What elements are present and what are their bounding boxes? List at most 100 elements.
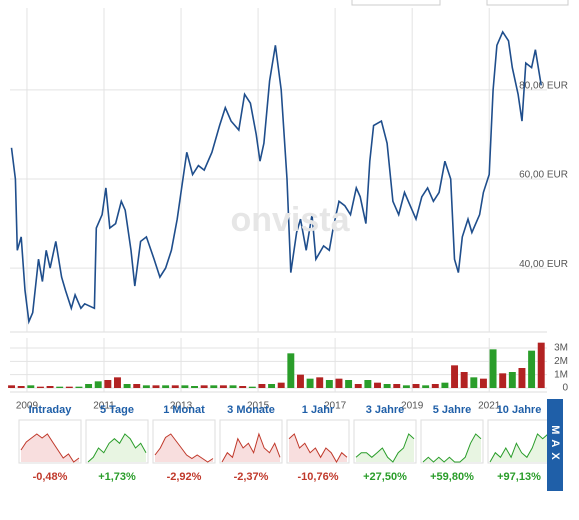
volume-bar — [470, 377, 478, 388]
y-tick-label: 80,00 EUR — [519, 80, 568, 91]
volume-bar — [287, 353, 295, 388]
volume-bar — [335, 378, 343, 388]
period-change: +59,80% — [430, 471, 474, 483]
period-tile[interactable]: +59,80% 5 Jahre — [420, 404, 484, 483]
max-label[interactable]: MAX — [549, 425, 561, 464]
period-label: Intraday — [29, 404, 73, 416]
volume-bar — [508, 372, 516, 388]
volume-bar — [162, 385, 170, 388]
period-tile[interactable]: -10,76% 1 Jahr — [286, 404, 350, 483]
y-tick-label: 40,00 EUR — [519, 259, 568, 270]
volume-bar — [17, 386, 25, 388]
volume-bar — [479, 378, 487, 388]
volume-bar — [75, 386, 83, 388]
volume-bar — [94, 381, 102, 388]
period-tile[interactable]: -2,37% 3 Monate — [219, 404, 283, 483]
max-button-bg[interactable] — [547, 399, 563, 491]
volume-bar — [268, 384, 276, 388]
volume-bar — [258, 384, 266, 388]
volume-bar — [27, 385, 35, 388]
period-change: +27,50% — [363, 471, 407, 483]
y-tick-label: 3M — [554, 343, 568, 354]
volume-bar — [171, 385, 179, 388]
sparkline — [20, 433, 80, 463]
volume-bar — [306, 378, 314, 388]
sparkline — [154, 433, 214, 463]
top-button[interactable] — [486, 0, 569, 6]
max-button[interactable]: MAX — [547, 399, 563, 491]
volume-bar — [528, 350, 536, 388]
volume-bar — [296, 374, 304, 388]
period-label: 10 Jahre — [497, 404, 542, 416]
period-label: 5 Tage — [100, 404, 134, 416]
volume-bar — [325, 380, 333, 388]
volume-bar — [499, 373, 507, 388]
volume-bar — [364, 380, 372, 388]
x-tick-label: 2011 — [93, 401, 115, 412]
volume-bar — [239, 386, 247, 388]
sparkline — [87, 433, 147, 463]
sparkline — [422, 433, 482, 463]
period-change: -2,37% — [234, 471, 269, 483]
period-change: +97,13% — [497, 471, 541, 483]
period-change: -2,92% — [167, 471, 202, 483]
volume-bar — [402, 385, 410, 388]
volume-bar — [489, 349, 497, 388]
volume-bar — [8, 385, 16, 388]
volume-bar — [181, 385, 189, 388]
period-tile[interactable]: +27,50% 3 Jahre — [353, 404, 417, 483]
x-tick-label: 2019 — [401, 401, 424, 412]
volume-bar — [123, 384, 131, 388]
sparkline-area — [155, 434, 213, 462]
volume-bar — [374, 382, 381, 388]
volume-bar — [345, 380, 353, 388]
sparkline-area — [356, 434, 414, 462]
period-tile[interactable]: -0,48% Intraday — [18, 404, 82, 483]
period-change: +1,73% — [98, 471, 136, 483]
volume-bar — [104, 380, 112, 388]
x-tick-label: 2015 — [247, 401, 270, 412]
volume-bar — [393, 384, 401, 388]
volume-bar — [537, 342, 545, 388]
period-change: -10,76% — [298, 471, 339, 483]
y-tick-label: 1M — [554, 369, 568, 380]
y-tick-label: 60,00 EUR — [519, 170, 568, 181]
volume-bar — [316, 377, 324, 388]
volume-bar — [229, 385, 237, 388]
period-label: 1 Monat — [163, 404, 205, 416]
volume-bar — [518, 368, 526, 388]
y-tick-label: 0 — [562, 383, 568, 394]
volume-bar — [85, 384, 93, 388]
volume-bar — [383, 384, 391, 388]
volume-bar — [142, 385, 150, 388]
period-label: 1 Jahr — [302, 404, 335, 416]
volume-bar — [65, 386, 73, 388]
volume-bar — [36, 386, 44, 388]
volume-bar — [210, 385, 218, 388]
volume-bar — [46, 386, 54, 388]
x-tick-label: 2017 — [324, 401, 347, 412]
period-tile[interactable]: +97,13% 10 Jahre — [487, 404, 551, 483]
x-tick-label: 2021 — [478, 401, 501, 412]
volume-bar — [56, 386, 64, 388]
volume-bar — [277, 382, 285, 388]
sparkline — [355, 433, 415, 463]
top-button[interactable] — [351, 0, 441, 6]
sparkline-area — [21, 434, 79, 462]
volume-bar — [219, 385, 227, 388]
watermark: onvista — [230, 201, 350, 239]
price-line — [10, 30, 542, 325]
period-label: 3 Jahre — [366, 404, 405, 416]
sparkline — [288, 433, 348, 464]
volume-bar — [133, 384, 141, 388]
volume-bar — [422, 385, 430, 388]
volume-bar — [114, 377, 121, 388]
period-tile[interactable]: +1,73% 5 Tage — [85, 404, 149, 483]
volume-bar — [248, 386, 256, 388]
plot-layer: 40,00 EUR 60,00 EUR 80,00 EUR 0 1M 2M 3M 2009 20… — [8, 8, 568, 412]
volume-bar — [191, 386, 198, 388]
period-label: 5 Jahre — [433, 404, 472, 416]
volume-bar — [460, 372, 468, 388]
period-tile[interactable]: -2,92% 1 Monat — [152, 404, 216, 483]
